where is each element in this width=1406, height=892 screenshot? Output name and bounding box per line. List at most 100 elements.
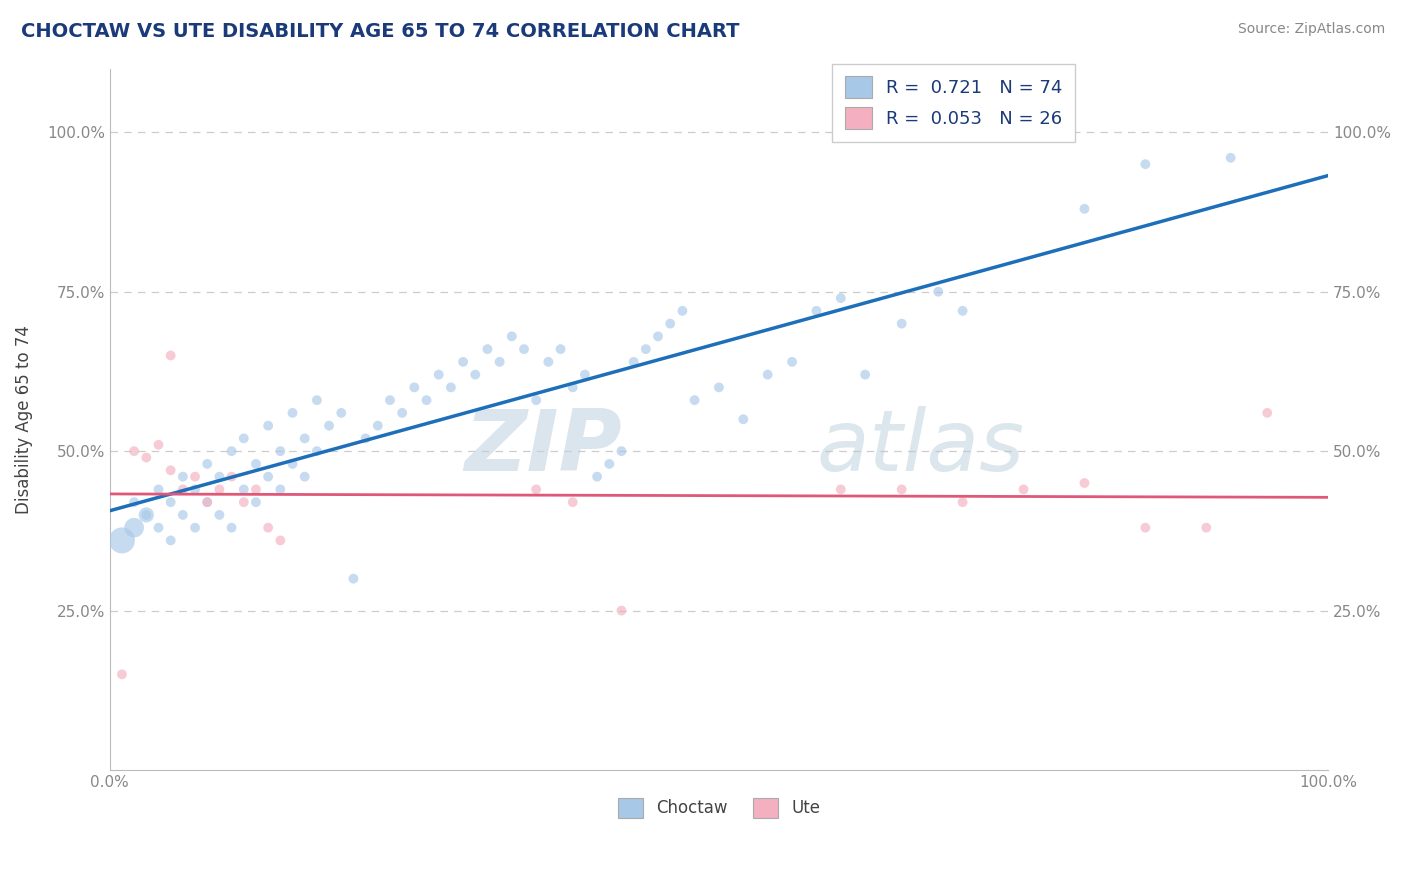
Point	[756, 368, 779, 382]
Point	[184, 469, 207, 483]
Point	[135, 508, 157, 522]
Point	[634, 342, 657, 356]
Point	[367, 418, 389, 433]
Point	[172, 508, 194, 522]
Point	[890, 317, 912, 331]
Point	[148, 438, 170, 452]
Text: atlas: atlas	[817, 406, 1025, 489]
Point	[659, 317, 682, 331]
Point	[221, 469, 243, 483]
Point	[440, 380, 463, 394]
Point	[513, 342, 536, 356]
Point	[245, 483, 267, 497]
Text: Source: ZipAtlas.com: Source: ZipAtlas.com	[1237, 22, 1385, 37]
Point	[524, 393, 547, 408]
Point	[208, 508, 231, 522]
Point	[221, 521, 243, 535]
Point	[184, 521, 207, 535]
Point	[524, 483, 547, 497]
Text: CHOCTAW VS UTE DISABILITY AGE 65 TO 74 CORRELATION CHART: CHOCTAW VS UTE DISABILITY AGE 65 TO 74 C…	[21, 22, 740, 41]
Point	[159, 463, 181, 477]
Point	[159, 533, 181, 548]
Point	[647, 329, 669, 343]
Point	[269, 533, 291, 548]
Point	[305, 393, 328, 408]
Point	[404, 380, 426, 394]
Point	[221, 444, 243, 458]
Point	[1195, 521, 1218, 535]
Point	[148, 521, 170, 535]
Point	[122, 521, 145, 535]
Point	[586, 469, 609, 483]
Point	[159, 495, 181, 509]
Point	[1219, 151, 1241, 165]
Point	[208, 483, 231, 497]
Point	[269, 444, 291, 458]
Point	[232, 495, 254, 509]
Point	[232, 431, 254, 445]
Point	[561, 380, 583, 394]
Point	[378, 393, 401, 408]
Point	[610, 603, 633, 617]
Point	[305, 444, 328, 458]
Point	[195, 457, 218, 471]
Point	[318, 418, 340, 433]
Point	[281, 406, 304, 420]
Point	[184, 483, 207, 497]
Point	[208, 469, 231, 483]
Point	[135, 450, 157, 465]
Text: ZIP: ZIP	[464, 406, 621, 489]
Point	[427, 368, 450, 382]
Point	[671, 303, 693, 318]
Point	[927, 285, 949, 299]
Point	[501, 329, 523, 343]
Point	[1135, 521, 1157, 535]
Point	[148, 483, 170, 497]
Point	[952, 495, 974, 509]
Point	[159, 349, 181, 363]
Point	[330, 406, 353, 420]
Point	[195, 495, 218, 509]
Point	[172, 483, 194, 497]
Point	[806, 303, 828, 318]
Point	[122, 495, 145, 509]
Point	[1073, 202, 1095, 216]
Point	[294, 469, 316, 483]
Point	[561, 495, 583, 509]
Point	[598, 457, 620, 471]
Y-axis label: Disability Age 65 to 74: Disability Age 65 to 74	[15, 325, 32, 514]
Point	[257, 469, 280, 483]
Point	[111, 667, 134, 681]
Point	[550, 342, 572, 356]
Point	[415, 393, 437, 408]
Point	[135, 508, 157, 522]
Point	[257, 418, 280, 433]
Point	[1256, 406, 1278, 420]
Point	[245, 495, 267, 509]
Point	[890, 483, 912, 497]
Point	[1135, 157, 1157, 171]
Point	[269, 483, 291, 497]
Point	[830, 483, 852, 497]
Point	[623, 355, 645, 369]
Legend: Choctaw, Ute: Choctaw, Ute	[612, 791, 827, 825]
Point	[610, 444, 633, 458]
Point	[391, 406, 413, 420]
Point	[232, 483, 254, 497]
Point	[574, 368, 596, 382]
Point	[294, 431, 316, 445]
Point	[683, 393, 706, 408]
Point	[342, 572, 364, 586]
Point	[464, 368, 486, 382]
Point	[733, 412, 755, 426]
Point	[245, 457, 267, 471]
Point	[257, 521, 280, 535]
Point	[195, 495, 218, 509]
Point	[780, 355, 803, 369]
Point	[1073, 476, 1095, 491]
Point	[111, 533, 134, 548]
Point	[354, 431, 377, 445]
Point	[122, 444, 145, 458]
Point	[830, 291, 852, 305]
Point	[1012, 483, 1035, 497]
